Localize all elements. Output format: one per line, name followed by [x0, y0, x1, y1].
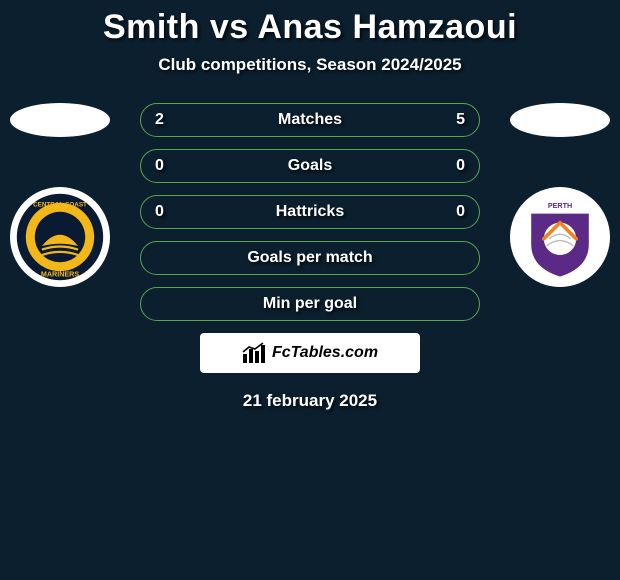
- perth-glory-crest-icon: PERTH: [515, 192, 605, 282]
- subtitle: Club competitions, Season 2024/2025: [0, 55, 620, 75]
- svg-text:CENTRAL COAST: CENTRAL COAST: [33, 201, 87, 208]
- stat-row-hattricks: 0 Hattricks 0: [140, 195, 480, 229]
- svg-text:MARINERS: MARINERS: [41, 270, 80, 279]
- page-title: Smith vs Anas Hamzaoui: [0, 8, 620, 47]
- vs-label: vs: [210, 8, 249, 46]
- stat-right-value: 0: [456, 203, 465, 221]
- right-side: PERTH: [510, 103, 610, 287]
- stat-label: Hattricks: [276, 203, 344, 221]
- player1-photo: [10, 103, 110, 137]
- stat-row-goals: 0 Goals 0: [140, 149, 480, 183]
- stat-label: Goals per match: [247, 249, 372, 267]
- comparison-card: Smith vs Anas Hamzaoui Club competitions…: [0, 0, 620, 580]
- stats-stage: CENTRAL COAST MARINERS PERTH: [0, 103, 620, 411]
- player2-name: Anas Hamzaoui: [257, 8, 517, 46]
- stat-right-value: 0: [456, 157, 465, 175]
- stat-left-value: 2: [155, 111, 164, 129]
- stat-left-value: 0: [155, 157, 164, 175]
- stat-right-value: 5: [456, 111, 465, 129]
- player2-photo: [510, 103, 610, 137]
- team1-crest: CENTRAL COAST MARINERS: [10, 187, 110, 287]
- team2-crest: PERTH: [510, 187, 610, 287]
- stat-row-goals-per-match: Goals per match: [140, 241, 480, 275]
- stat-label: Matches: [278, 111, 342, 129]
- player1-name: Smith: [103, 8, 200, 46]
- bar-chart-icon: [242, 342, 268, 364]
- mariners-crest-icon: CENTRAL COAST MARINERS: [15, 192, 105, 282]
- stat-row-min-per-goal: Min per goal: [140, 287, 480, 321]
- stat-row-matches: 2 Matches 5: [140, 103, 480, 137]
- attribution: FcTables.com: [200, 333, 420, 373]
- brand-label: FcTables.com: [272, 344, 378, 362]
- svg-text:PERTH: PERTH: [548, 201, 572, 210]
- stat-label: Min per goal: [263, 295, 357, 313]
- stat-rows: 2 Matches 5 0 Goals 0 0 Hattricks 0 Goal…: [140, 103, 480, 321]
- stat-label: Goals: [288, 157, 332, 175]
- date-label: 21 february 2025: [0, 391, 620, 411]
- left-side: CENTRAL COAST MARINERS: [10, 103, 110, 287]
- stat-left-value: 0: [155, 203, 164, 221]
